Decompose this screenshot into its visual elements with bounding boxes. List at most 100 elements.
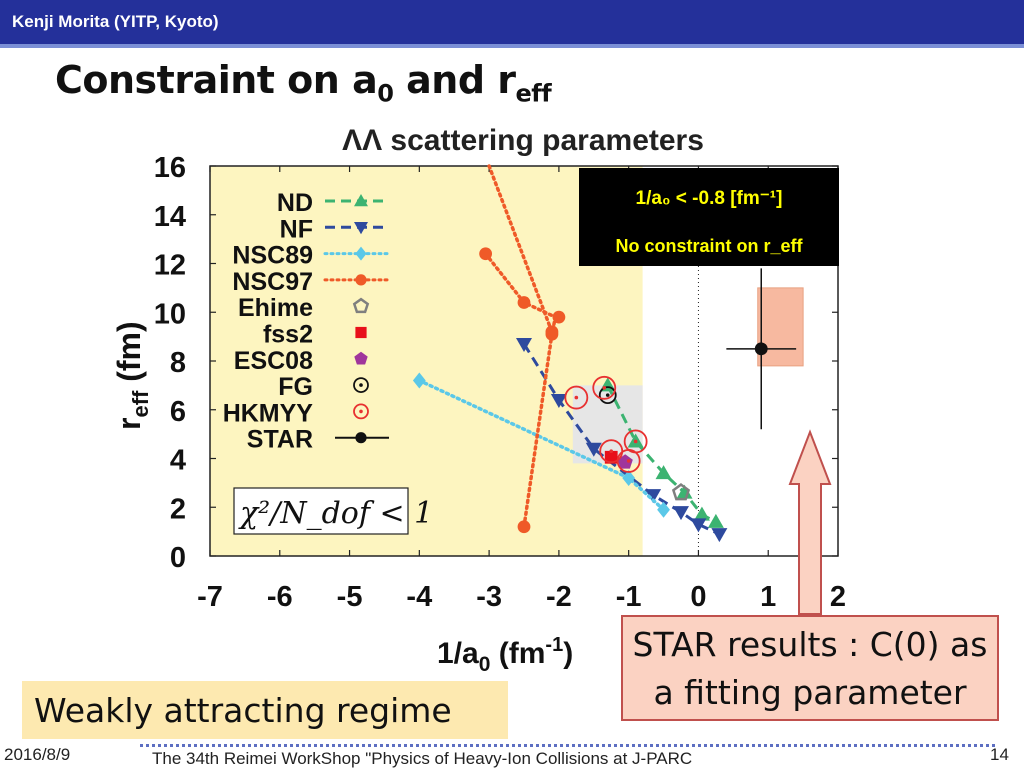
point-nsc89-2 (657, 501, 670, 518)
y-tick-label: 4 (170, 445, 186, 477)
footer-event: The 34th Reimei WorkShop "Physics of Hea… (152, 749, 693, 768)
y-tick-label: 16 (154, 152, 186, 184)
x-tick-label: -4 (406, 581, 432, 613)
point-nsc89-0 (412, 372, 426, 389)
x-tick-label: -7 (197, 581, 223, 613)
legend-label-nsc89: NSC89 (232, 242, 313, 270)
slide-title: Constraint on a0 and reff (55, 58, 552, 108)
y-tick-label: 12 (154, 250, 186, 282)
author-label: Kenji Morita (YITP, Kyoto) (12, 12, 219, 31)
star-callout-line1: STAR results : C(0) as (632, 625, 988, 664)
point-nd-3 (676, 484, 693, 499)
y-tick-label: 6 (170, 396, 186, 428)
star-callout-line2: a fitting parameter (653, 673, 967, 712)
legend-label-hkmyy: HKMYY (223, 399, 314, 427)
point-hkmyy-4-dot (626, 459, 631, 463)
point-nsc97-4 (479, 247, 493, 261)
point-star-0 (754, 342, 768, 356)
point-fg-0-dot (605, 393, 610, 397)
title-and: and r (393, 58, 516, 102)
y-axis-label: reff (fm) (111, 321, 153, 430)
header-stripe (0, 44, 1024, 48)
constraint-label-1: 1/a₀ < -0.8 [fm⁻¹] (636, 188, 783, 209)
point-nsc97-2 (552, 310, 566, 324)
legend-label-esc08: ESC08 (234, 347, 313, 375)
legend-marker-hkmyy (353, 403, 369, 420)
y-tick-label: 0 (170, 542, 186, 574)
x-tick-label: 2 (830, 581, 846, 613)
legend-label-nsc97: NSC97 (232, 268, 313, 296)
point-nsc97-5 (545, 327, 559, 341)
point-hkmyy-1-dot (602, 386, 607, 390)
point-hkmyy-4 (616, 449, 641, 473)
y-axis-label-group: reff (fm) (111, 321, 153, 430)
footer-divider (140, 744, 995, 747)
point-fss2-0 (604, 450, 618, 464)
point-hkmyy-4-ring (616, 449, 641, 473)
point-nf-2 (585, 442, 602, 457)
x-tick-label: -6 (267, 581, 293, 613)
title-main: Constraint on a (55, 58, 378, 102)
constraint-box (579, 168, 839, 266)
x-tick-label: -5 (337, 581, 363, 613)
point-nf-4 (673, 506, 689, 521)
point-fg-0 (598, 386, 617, 405)
legend-marker-nsc89 (355, 246, 367, 261)
constraint-label-2: No constraint on r_eff (615, 236, 803, 256)
legend-marker-hkmyy-ring (353, 403, 369, 420)
legend-marker-star (355, 432, 367, 444)
point-fg-0-ring (598, 386, 617, 405)
legend-marker-nf (354, 222, 368, 235)
header-bar: Kenji Morita (YITP, Kyoto) (0, 0, 1024, 44)
star-results-callout: STAR results : C(0) as a fitting paramet… (621, 615, 999, 721)
point-hkmyy-0-ring (564, 385, 589, 410)
legend-marker-fg-dot (359, 383, 363, 387)
legend-marker-fg (353, 377, 369, 394)
y-tick-label: 8 (170, 347, 186, 379)
legend-label-fss2: fss2 (263, 321, 313, 349)
chart-title: ΛΛ scattering parameters (342, 124, 704, 157)
legend-label-fg: FG (278, 373, 313, 401)
point-hkmyy-0-dot (574, 395, 579, 400)
point-nd-4 (693, 506, 710, 521)
chi2-label: χ²/N_dof < 1 (238, 496, 433, 531)
point-nf-3 (645, 489, 662, 504)
chi2-box (233, 487, 409, 535)
legend-marker-esc08 (354, 351, 368, 365)
point-hkmyy-1 (592, 375, 617, 400)
y-tick-label: 2 (170, 493, 186, 525)
legend-marker-nd (354, 194, 368, 207)
legend-label-star: STAR (247, 426, 313, 454)
legend-label-nf: NF (280, 215, 313, 243)
point-nf-0 (516, 337, 532, 352)
legend-marker-ehime (352, 297, 370, 314)
y-tick-label: 10 (154, 298, 186, 330)
x-tick-label: 1 (760, 581, 776, 613)
footer-date: 2016/8/9 (4, 745, 71, 764)
point-ehime-0 (671, 483, 691, 501)
point-hkmyy-2-dot (633, 439, 638, 444)
point-nf-6 (711, 528, 728, 543)
point-nsc89-1 (622, 470, 636, 486)
x-tick-label: 0 (690, 581, 706, 613)
point-nsc97-6 (517, 520, 531, 534)
y-tick-label: 14 (154, 201, 186, 233)
star-arrow (788, 429, 832, 615)
weak-regime-text: Weakly attracting regime (34, 691, 452, 730)
point-nf-5 (690, 518, 707, 533)
page-number: 14 (990, 745, 1009, 764)
legend-label-ehime: Ehime (238, 294, 313, 322)
weak-regime-label: Weakly attracting regime (22, 681, 508, 739)
x-tick-label: -1 (616, 581, 642, 613)
title-sub0: 0 (377, 79, 394, 108)
legend-label-nd: ND (277, 189, 313, 217)
point-hkmyy-0 (564, 385, 589, 410)
point-nsc97-3 (517, 296, 531, 309)
legend-marker-nsc97 (355, 274, 367, 286)
x-tick-label: -3 (476, 581, 502, 613)
point-hkmyy-1-ring (592, 375, 617, 400)
point-esc08-0 (617, 454, 633, 469)
legend-marker-fg-ring (353, 377, 369, 394)
legend-marker-hkmyy-dot (359, 409, 363, 414)
